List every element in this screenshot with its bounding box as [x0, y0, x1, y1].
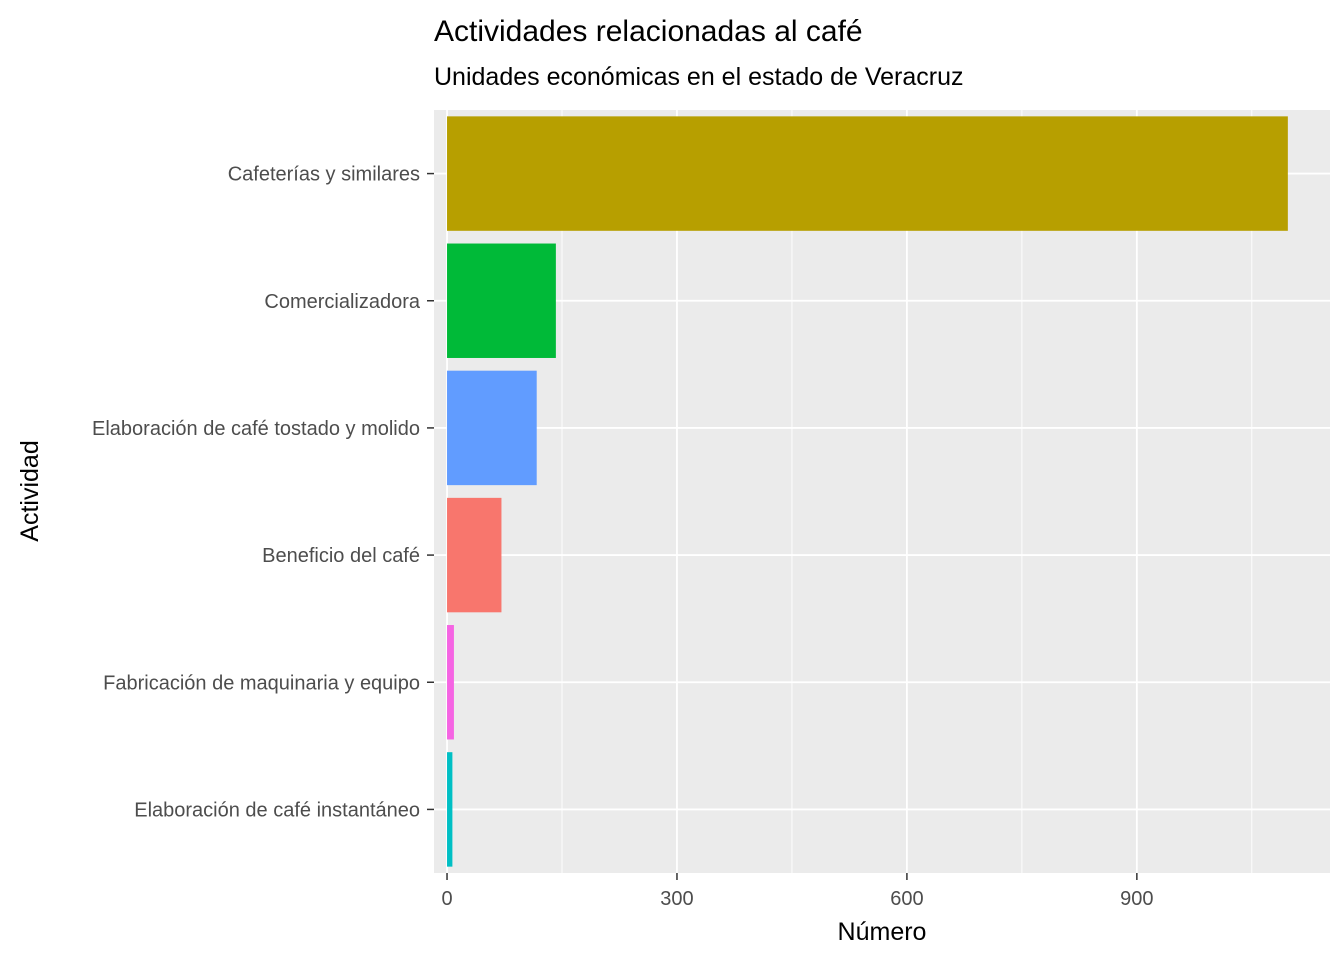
- y-tick-label: Comercializadora: [264, 291, 420, 313]
- y-axis: Cafeterías y similares Comercializadora El…: [92, 164, 434, 821]
- x-axis: 0 300 600 900: [441, 873, 1154, 910]
- bar: [447, 625, 454, 740]
- bars: [447, 116, 1288, 867]
- y-tick-label: Beneficio del café: [262, 545, 420, 567]
- y-axis-title: Actividad: [16, 440, 44, 541]
- y-tick-label: Fabricación de maquinaria y equipo: [103, 672, 420, 694]
- bar: [447, 752, 453, 867]
- x-tick-label: 0: [441, 888, 452, 910]
- bar: [447, 370, 537, 486]
- bar: [447, 116, 1288, 231]
- x-tick-label: 300: [660, 888, 693, 910]
- bar: [447, 243, 556, 358]
- bar: [447, 497, 502, 613]
- x-tick-label: 600: [890, 888, 923, 910]
- x-axis-title: Número: [838, 918, 927, 946]
- y-tick-label: Elaboración de café tostado y molido: [92, 418, 420, 440]
- y-tick-label: Cafeterías y similares: [228, 164, 420, 186]
- chart-title: Actividades relacionadas al café: [434, 15, 863, 48]
- plot-panel: [434, 110, 1330, 873]
- x-tick-label: 900: [1120, 888, 1153, 910]
- chart-subtitle: Unidades económicas en el estado de Vera…: [434, 63, 964, 91]
- y-tick-label: Elaboración de café instantáneo: [134, 799, 420, 821]
